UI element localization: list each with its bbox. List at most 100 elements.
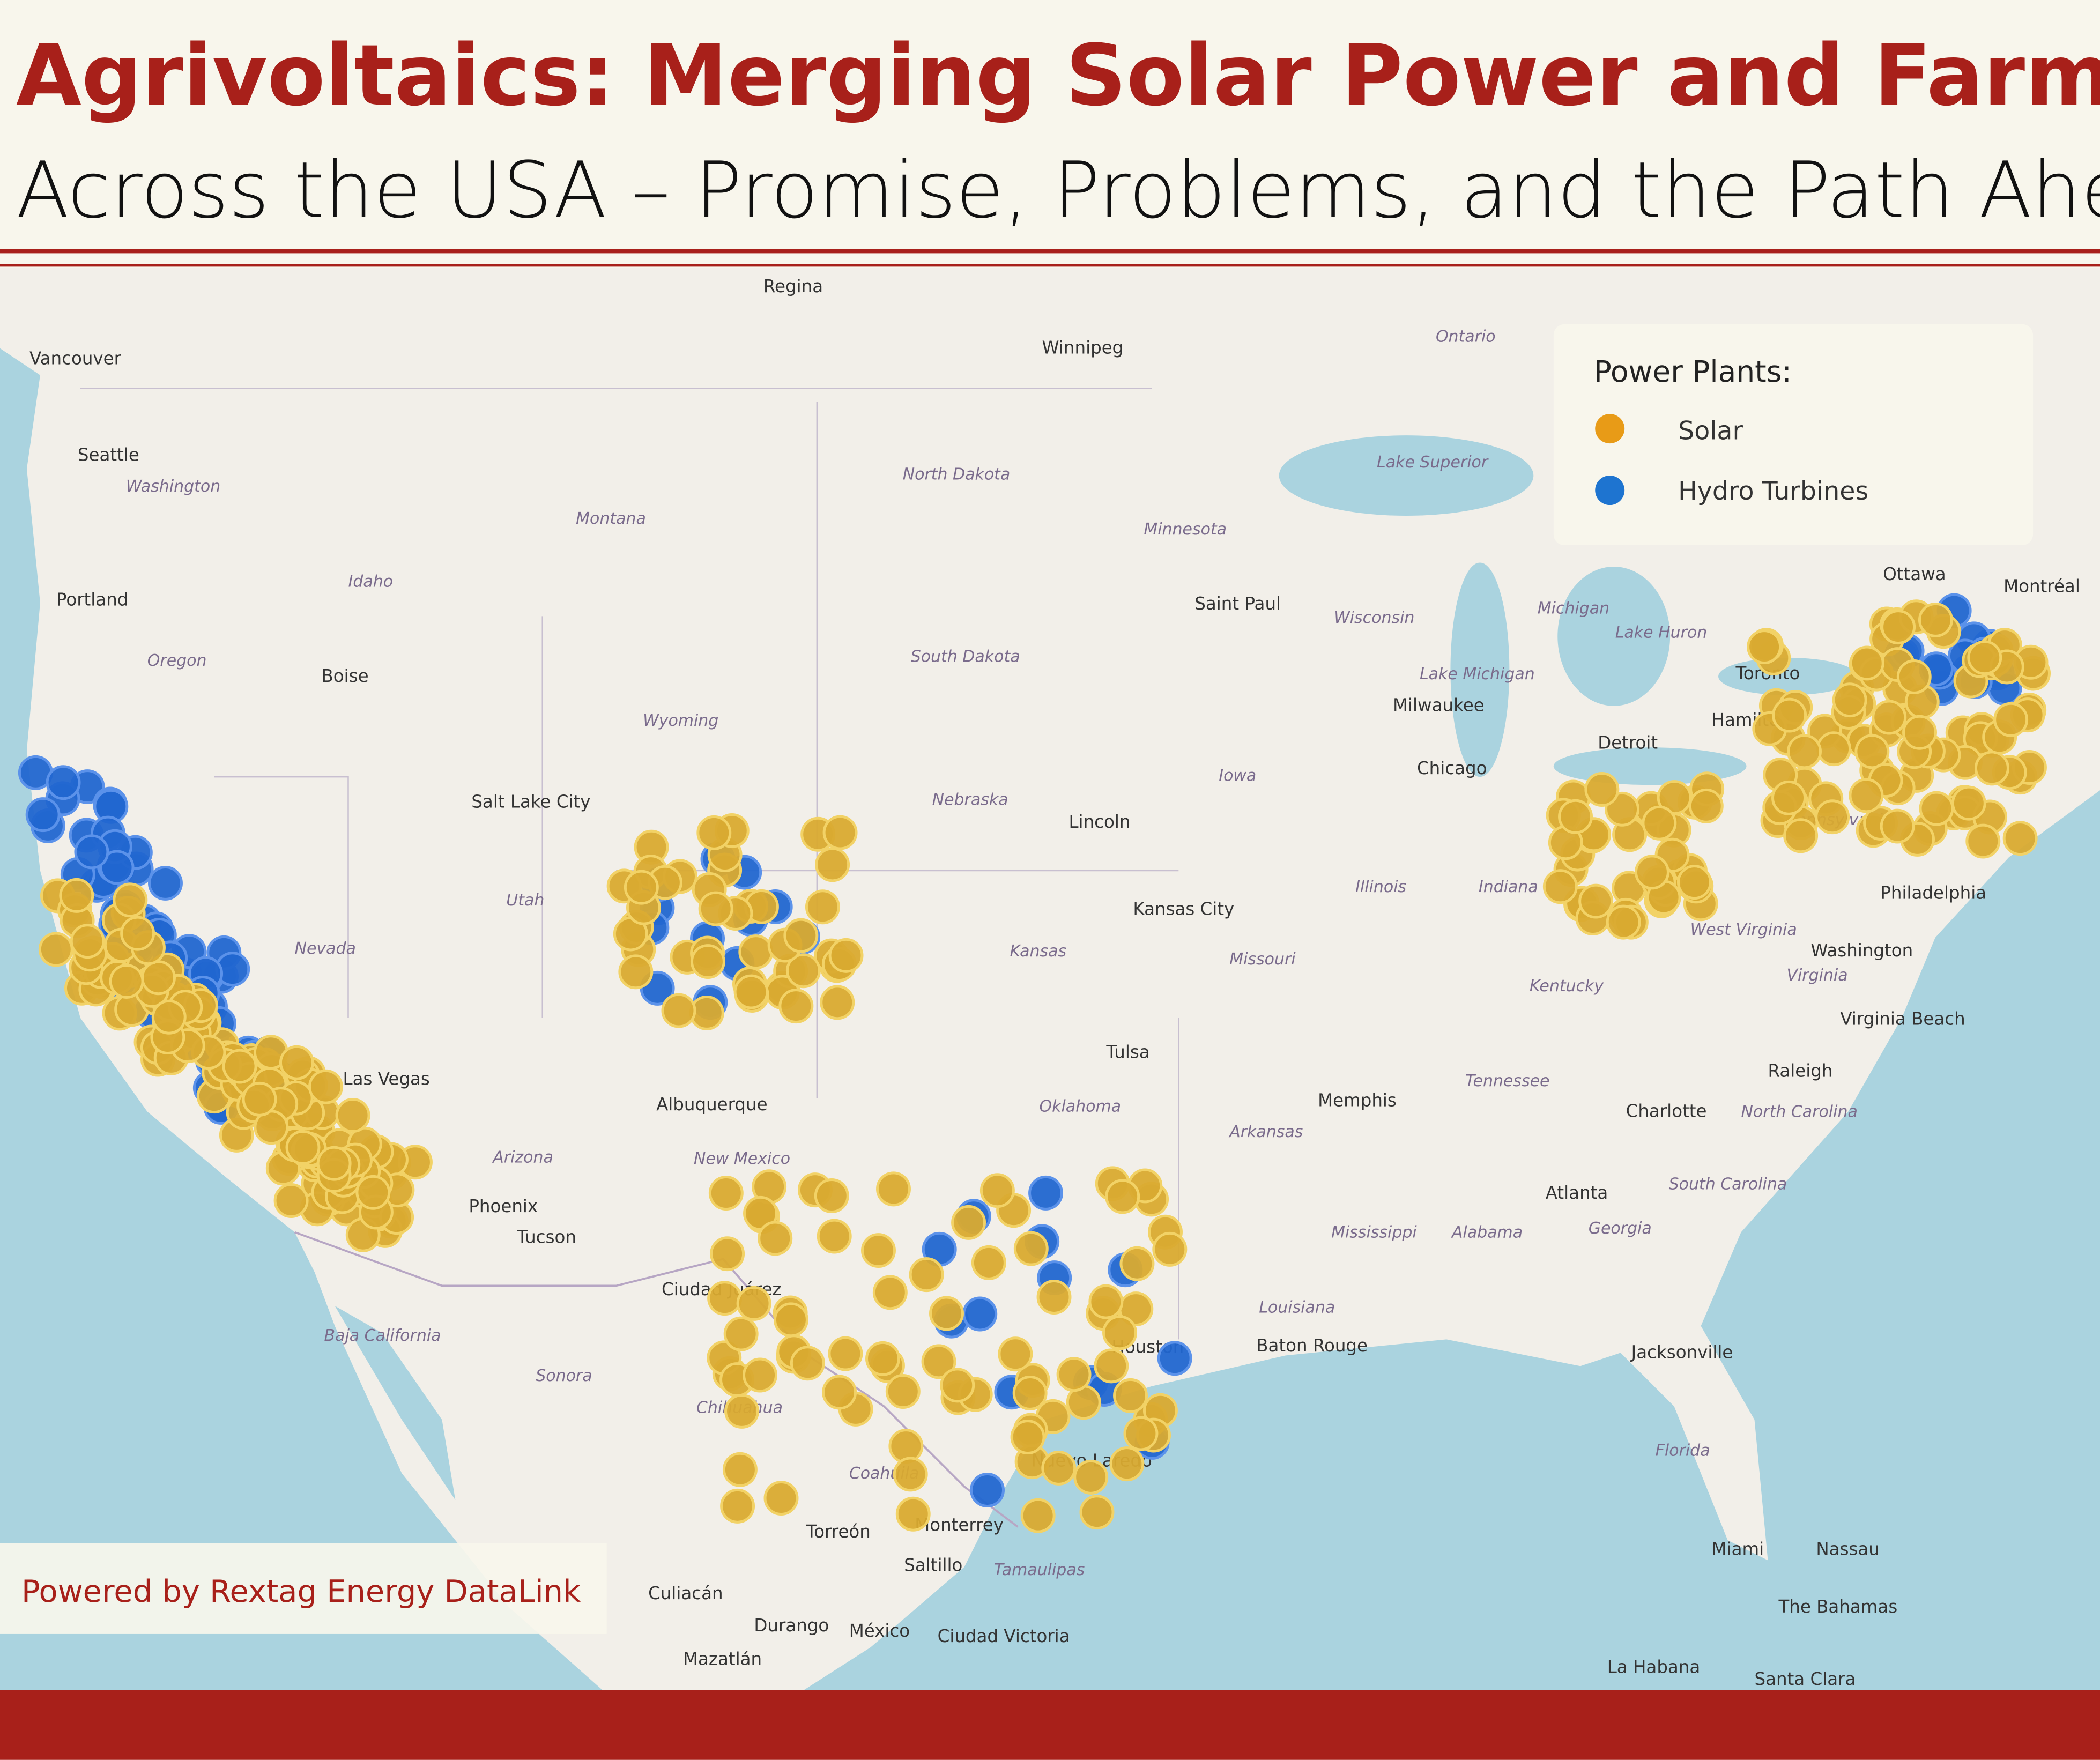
place-label: Kansas City: [1133, 898, 1234, 919]
region-label: New Mexico: [694, 1149, 790, 1168]
plant-dot: [895, 1496, 931, 1532]
region-label: Oregon: [147, 651, 207, 670]
plant-dot: [1771, 780, 1806, 815]
plant-dot: [113, 882, 148, 918]
region-label: Nevada: [295, 939, 356, 958]
plant-dot: [1012, 1376, 1048, 1410]
rule: [0, 264, 2100, 267]
place-label: Boise: [322, 666, 369, 686]
plant-dot: [909, 1257, 944, 1293]
plant-dot: [1881, 610, 1916, 645]
region-label: Lake Superior: [1377, 453, 1489, 472]
plant-dot: [70, 924, 105, 959]
place-label: La Habana: [1607, 1657, 1701, 1677]
plant-dot: [1010, 1420, 1045, 1455]
region-label: Mississippi: [1331, 1223, 1417, 1242]
plant-dot: [815, 847, 850, 882]
plant-dot: [1965, 823, 2001, 859]
plant-dot: [710, 1236, 745, 1272]
region-label: Arkansas: [1228, 1123, 1303, 1141]
plant-dot: [758, 1221, 793, 1256]
plant-dot: [1849, 645, 1884, 681]
place-label: Santa Clara: [1754, 1669, 1856, 1689]
plant-dot: [1036, 1280, 1072, 1315]
plant-dot: [308, 1069, 343, 1104]
plant-dot: [696, 815, 732, 850]
plant-dot: [2002, 821, 2038, 856]
region-label: Sonora: [536, 1367, 592, 1385]
plant-dot: [1578, 883, 1614, 919]
region-label: Oklahoma: [1040, 1097, 1122, 1116]
plant-dot: [1079, 1495, 1115, 1530]
place-label: Atlanta: [1546, 1183, 1608, 1203]
plant-dot: [690, 944, 725, 979]
place-label: Saltillo: [904, 1555, 962, 1576]
plant-dot: [698, 891, 733, 926]
plant-dot: [743, 1357, 777, 1393]
region-label: Indiana: [1479, 878, 1538, 896]
place-label: Albuquerque: [656, 1094, 768, 1115]
place-label: Chicago: [1417, 758, 1487, 778]
plant-dot: [1542, 869, 1578, 904]
plant-dot: [822, 1375, 857, 1410]
plant-dot: [828, 938, 864, 973]
plant-dot: [1013, 1231, 1049, 1266]
region-label: Tennessee: [1465, 1072, 1550, 1090]
region-label: Georgia: [1589, 1219, 1652, 1238]
plant-dot: [707, 1281, 743, 1316]
plant-dot: [733, 974, 769, 1009]
plant-dot: [1102, 1315, 1138, 1350]
place-label: Winnipeg: [1042, 338, 1124, 358]
plant-dot: [624, 870, 659, 905]
plant-dot: [1747, 629, 1782, 665]
plant-dot: [335, 1098, 370, 1133]
plant-dot: [1974, 751, 2009, 786]
place-label: Portland: [56, 589, 128, 610]
plant-dot: [861, 1233, 896, 1268]
plant-dot: [1657, 780, 1692, 815]
plant-dot: [1772, 697, 1807, 733]
place-label: Jacksonville: [1630, 1342, 1733, 1362]
place-label: Regina: [763, 276, 823, 296]
plant-dot: [828, 1336, 863, 1371]
lake: [1279, 435, 1534, 516]
plant-dot: [1872, 700, 1907, 735]
place-label: Vancouver: [29, 348, 122, 369]
place-label: Tulsa: [1105, 1042, 1149, 1063]
plant-dot: [1832, 682, 1867, 718]
legend: Power Plants: Solar Hydro Turbines: [1553, 324, 2034, 545]
plant-dot: [822, 815, 858, 850]
plant-dot: [1056, 1357, 1092, 1392]
plant-dot: [1041, 1450, 1077, 1486]
place-label: Washington: [1810, 940, 1913, 961]
place-label: Mazatlán: [683, 1648, 762, 1669]
place-label: Miami: [1712, 1539, 1764, 1560]
plant-dot: [785, 953, 821, 989]
plant-dot: [979, 1173, 1015, 1208]
plant-dot: [724, 1393, 759, 1429]
place-label: The Bahamas: [1778, 1596, 1897, 1617]
plant-dot: [1849, 778, 1884, 813]
pacific: [0, 268, 603, 1690]
plant-dot: [1113, 1378, 1148, 1413]
place-label: Ciudad Victoria: [938, 1626, 1070, 1646]
plant-dot: [1157, 1341, 1192, 1376]
region-label: Wyoming: [643, 711, 718, 730]
plant-dot: [736, 1286, 771, 1321]
subtitle: Across the USA – Promise, Problems, and …: [16, 146, 2100, 236]
place-label: Ottawa: [1883, 564, 1946, 584]
plant-dot: [885, 1374, 921, 1409]
place-label: Charlotte: [1626, 1101, 1707, 1122]
region-label: Wisconsin: [1334, 608, 1414, 627]
plant-dot: [618, 954, 654, 990]
region-label: Lake Michigan: [1420, 665, 1535, 684]
place-label: Montréal: [2003, 576, 2080, 596]
plant-dot: [1028, 1175, 1064, 1211]
plant-dot: [738, 934, 774, 970]
legend-title: Power Plants:: [1594, 354, 1792, 389]
place-label: Baton Rouge: [1256, 1335, 1368, 1356]
place-label: México: [849, 1621, 910, 1641]
place-label: Durango: [754, 1615, 829, 1636]
plant-dot: [1020, 1498, 1056, 1533]
